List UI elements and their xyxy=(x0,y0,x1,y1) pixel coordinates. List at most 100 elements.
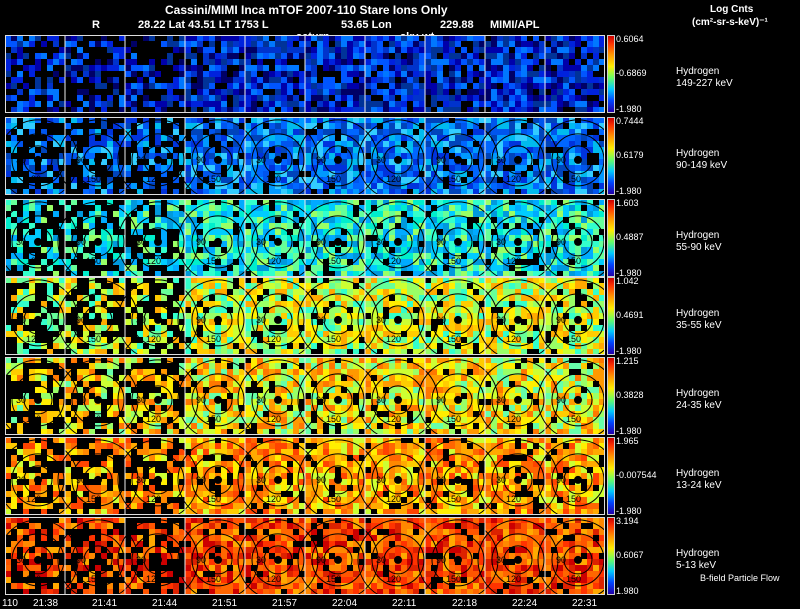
contour-ring xyxy=(143,145,173,175)
contour-ring xyxy=(11,215,65,269)
contour-ring xyxy=(503,545,533,575)
energy-range: 90-149 keV xyxy=(676,160,728,171)
channel-label: Hydrogen 55-90 keV xyxy=(676,230,722,254)
contour-ring xyxy=(203,385,233,415)
contour-label: 120 xyxy=(26,494,41,504)
contour-ring xyxy=(57,359,139,435)
contour-label: 150 xyxy=(206,574,221,584)
contour-label: 30 xyxy=(256,237,266,247)
contour-ring xyxy=(443,145,473,175)
contour-ring xyxy=(11,453,65,507)
channel-label: Hydrogen 35-55 keV xyxy=(676,308,722,332)
species-name: Hydrogen xyxy=(676,148,720,159)
contour-ring xyxy=(203,227,233,257)
contour-ring xyxy=(23,145,53,175)
time-tick-label: 22:18 xyxy=(452,598,478,609)
contour-ring xyxy=(371,293,425,347)
contour-ring xyxy=(263,145,293,175)
contour-ring xyxy=(23,305,53,335)
planet-marker xyxy=(154,315,162,324)
contour-ring xyxy=(491,133,545,187)
info-r-label: R xyxy=(92,19,100,31)
contour-label: 90 xyxy=(76,315,86,325)
contour-label: 150 xyxy=(86,414,101,424)
colorbar-2 xyxy=(607,117,615,195)
planet-marker xyxy=(334,475,342,484)
contour-label: 30 xyxy=(496,237,506,247)
contour-ring xyxy=(131,533,185,587)
contour-ring xyxy=(143,305,173,335)
spectrogram-panel-3: 3012090150301209015030120901503012090150… xyxy=(5,199,605,277)
contour-ring xyxy=(263,385,293,415)
contour-ring xyxy=(177,359,259,435)
contour-label: 90 xyxy=(316,555,326,565)
contour-ring xyxy=(491,215,545,269)
contour-ring xyxy=(23,545,53,575)
pixel-map xyxy=(5,35,605,113)
planet-marker xyxy=(34,395,42,404)
planet-marker xyxy=(94,237,102,246)
planet-marker xyxy=(214,555,222,564)
planet-marker xyxy=(394,475,402,484)
contour-ring xyxy=(357,439,439,515)
contour-ring xyxy=(191,133,245,187)
contour-label: 30 xyxy=(16,555,26,565)
contour-ring xyxy=(237,201,319,277)
contour-label: 120 xyxy=(266,414,281,424)
contour-ring xyxy=(83,385,113,415)
contour-label: 150 xyxy=(446,494,461,504)
contour-ring xyxy=(323,465,353,495)
contour-label: 150 xyxy=(326,334,341,344)
contour-ring xyxy=(5,119,79,195)
colorbar-7 xyxy=(607,517,615,595)
contour-ring xyxy=(443,227,473,257)
contour-ring xyxy=(297,119,379,195)
colorbar-min-label: -1.980 xyxy=(616,186,642,196)
colorbar-max-label: 1.042 xyxy=(616,276,639,286)
planet-marker xyxy=(94,555,102,564)
contour-label: 30 xyxy=(376,395,386,405)
units-subtitle: (cm²-sr-s-keV)⁻¹ xyxy=(692,17,768,28)
contour-ring xyxy=(491,533,545,587)
contour-ring xyxy=(23,465,53,495)
pixel-map xyxy=(5,117,605,195)
time-tick-label: 22:24 xyxy=(512,598,538,609)
channel-label: Hydrogen 24-35 keV xyxy=(676,388,722,412)
contour-label: 30 xyxy=(136,155,146,165)
contour-ring xyxy=(83,305,113,335)
info-lon: 53.65 Lon xyxy=(341,19,392,31)
contour-ring xyxy=(491,373,545,427)
contour-label: 120 xyxy=(146,334,161,344)
planet-marker xyxy=(214,315,222,324)
contour-ring xyxy=(143,385,173,415)
contour-ring xyxy=(177,519,259,595)
contour-label: 30 xyxy=(376,315,386,325)
contour-ring xyxy=(563,305,593,335)
contour-ring xyxy=(297,359,379,435)
planet-marker xyxy=(274,395,282,404)
contour-ring xyxy=(431,453,485,507)
contour-ring xyxy=(417,279,499,355)
contour-ring xyxy=(263,465,293,495)
contour-ring xyxy=(71,215,125,269)
contour-ring xyxy=(383,305,413,335)
contour-ring xyxy=(177,119,259,195)
contour-ring xyxy=(131,293,185,347)
contour-ring xyxy=(203,465,233,495)
contour-ring xyxy=(71,293,125,347)
energy-range: 35-55 keV xyxy=(676,320,722,331)
planet-marker xyxy=(574,155,582,164)
planet-marker xyxy=(154,395,162,404)
contour-ring xyxy=(477,279,559,355)
contour-ring xyxy=(297,279,379,355)
channel-label: Hydrogen 149-227 keV xyxy=(676,66,733,90)
contour-label: 30 xyxy=(16,315,26,325)
contour-label: 150 xyxy=(326,174,341,184)
contour-label: 120 xyxy=(26,414,41,424)
contour-label: 90 xyxy=(556,315,566,325)
contour-ring xyxy=(191,373,245,427)
planet-marker xyxy=(274,475,282,484)
colorbar-max-label: 1.603 xyxy=(616,198,639,208)
contour-label: 120 xyxy=(26,256,41,266)
planet-marker xyxy=(454,237,462,246)
